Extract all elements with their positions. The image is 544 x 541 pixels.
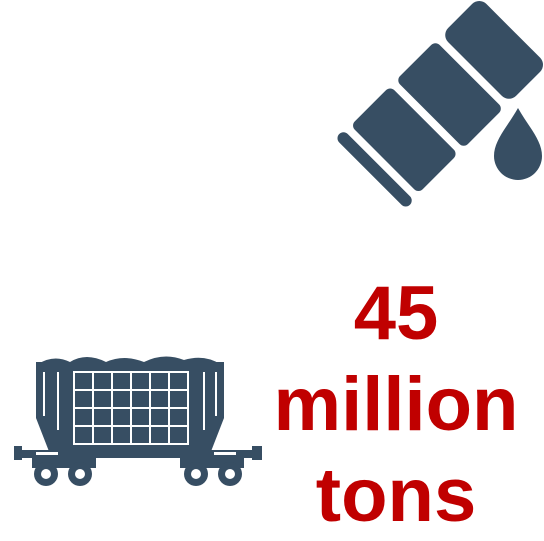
tonnage-stat: 45 million tons [250,268,542,541]
stat-unit-line1: million [273,362,519,447]
stat-number: 45 [353,271,439,356]
oil-barrel-icon [337,1,543,207]
oil-drop-icon [494,108,542,180]
stat-unit-line2: tons [315,453,477,538]
hopper-railcar-icon [14,356,262,486]
